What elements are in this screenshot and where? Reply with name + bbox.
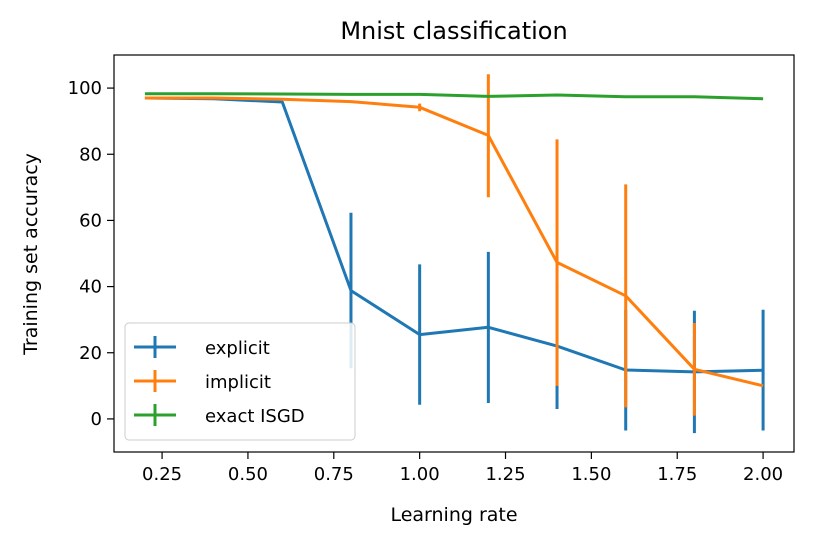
y-tick-label: 20 [79,343,102,364]
legend: explicit implicit exact ISGD [124,322,356,441]
y-tick-label: 100 [68,78,102,99]
x-tick-label: 2.00 [743,464,783,485]
series-line-implicit [144,96,764,388]
legend-box [124,322,356,441]
plot-frame [113,54,795,453]
x-tick-label: 1.75 [657,464,697,485]
series-line-exact-isgd [144,92,764,101]
y-tick-label: 80 [79,144,102,165]
chart-title: Mnist classification [340,17,567,45]
series-implicit [144,74,764,416]
legend-item-implicit: implicit [134,370,271,393]
legend-item-exact-isgd: exact ISGD [134,404,305,427]
legend-label: implicit [205,372,271,393]
x-tick-label: 0.25 [142,464,182,485]
y-axis-label: Training set accuracy [20,153,42,356]
y-tick-label: 0 [91,409,102,430]
y-tick-label: 60 [79,210,102,231]
legend-item-explicit: explicit [134,336,270,359]
x-tick-label: 0.50 [228,464,268,485]
legend-label: explicit [205,338,270,359]
x-tick-label: 1.50 [571,464,611,485]
x-tick-label: 0.75 [314,464,354,485]
x-axis: 0.25 0.50 0.75 1.00 1.25 1.50 1.75 2.00 [142,452,783,485]
y-tick-label: 40 [79,277,102,298]
plot-series [144,74,765,434]
x-tick-label: 1.25 [485,464,525,485]
x-axis-label: Learning rate [390,504,517,526]
x-tick-label: 1.00 [400,464,440,485]
series-exact-isgd [144,92,764,101]
y-axis: 0 20 40 60 80 100 [68,78,114,430]
series-line-explicit [144,96,764,374]
legend-label: exact ISGD [205,406,305,427]
